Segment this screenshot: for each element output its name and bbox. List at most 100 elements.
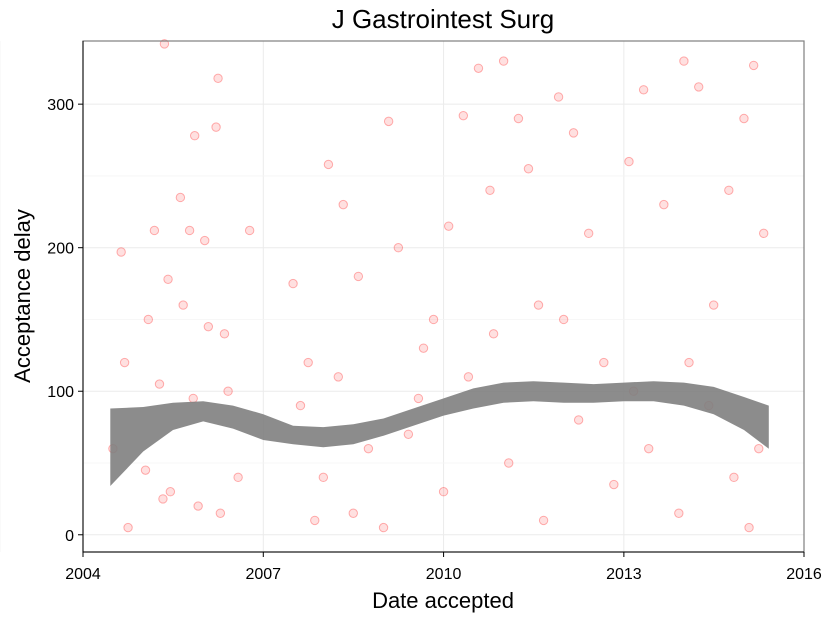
data-point — [413, 393, 424, 404]
data-point — [624, 156, 634, 167]
data-point — [353, 271, 364, 282]
plot-panel — [0, 39, 805, 553]
data-point — [644, 443, 654, 454]
data-point — [533, 300, 544, 310]
data-point — [318, 472, 329, 483]
data-point — [443, 221, 454, 231]
x-axis: 2004 2007 2010 2013 2016 — [65, 551, 822, 583]
data-point — [143, 314, 154, 325]
data-point — [568, 128, 579, 138]
data-point — [333, 372, 344, 382]
x-tick-label: 2013 — [606, 566, 642, 583]
data-point — [219, 329, 230, 339]
data-point — [158, 494, 168, 504]
data-point — [438, 487, 449, 497]
data-point — [163, 274, 173, 284]
data-point — [463, 372, 474, 382]
data-point — [303, 357, 313, 368]
data-point — [175, 192, 186, 203]
data-point — [659, 199, 669, 210]
data-point — [223, 386, 233, 396]
data-point — [694, 82, 704, 92]
y-tick-label: 200 — [47, 241, 74, 258]
data-point — [244, 225, 255, 236]
data-point — [200, 235, 210, 246]
data-point — [684, 357, 694, 368]
data-point — [609, 479, 619, 490]
data-point — [458, 110, 469, 121]
scatter-points — [108, 39, 769, 533]
data-point — [403, 429, 414, 439]
data-point — [393, 242, 404, 253]
data-point — [748, 60, 759, 71]
y-axis: 0 100 200 300 — [47, 41, 84, 552]
data-point — [744, 522, 754, 533]
data-point — [149, 225, 160, 236]
data-point — [119, 357, 130, 368]
data-point — [498, 56, 509, 66]
x-tick-label: 2016 — [786, 566, 822, 583]
data-point — [573, 415, 584, 425]
data-point — [288, 278, 298, 289]
data-point — [295, 400, 306, 411]
data-point — [724, 185, 734, 195]
data-point — [215, 508, 226, 518]
data-point — [188, 393, 198, 404]
data-point — [583, 228, 594, 239]
y-tick-label: 300 — [47, 97, 74, 114]
data-point — [523, 164, 534, 174]
data-point — [383, 116, 394, 127]
data-point — [488, 329, 499, 339]
data-point — [558, 314, 569, 325]
data-point — [140, 465, 151, 475]
data-point — [203, 321, 214, 332]
data-point — [363, 443, 374, 454]
data-point — [638, 85, 649, 95]
data-point — [674, 508, 684, 518]
data-point — [504, 458, 514, 468]
data-point — [184, 225, 195, 236]
x-tick-label: 2010 — [426, 566, 462, 583]
data-point — [599, 357, 609, 368]
data-point — [418, 343, 429, 353]
data-point — [193, 501, 203, 511]
data-point — [159, 39, 170, 49]
x-tick-label: 2004 — [65, 566, 101, 583]
data-point — [178, 300, 188, 310]
data-point — [211, 122, 221, 132]
data-point — [213, 73, 223, 84]
confidence-band — [110, 381, 769, 486]
data-point — [758, 228, 769, 239]
y-tick-label: 0 — [65, 528, 74, 545]
data-point — [310, 515, 320, 526]
data-point — [708, 300, 719, 310]
data-point — [154, 379, 165, 389]
data-point — [323, 159, 334, 170]
data-point — [348, 508, 358, 518]
data-point — [233, 472, 243, 483]
x-axis-title: Date accepted — [372, 588, 514, 613]
y-tick-label: 100 — [47, 384, 74, 401]
data-point — [553, 92, 564, 102]
data-point — [189, 131, 200, 141]
data-point — [739, 113, 749, 124]
data-point — [378, 522, 389, 533]
data-point — [473, 63, 484, 73]
data-point — [338, 199, 348, 210]
x-tick-label: 2007 — [245, 566, 281, 583]
data-point — [754, 443, 764, 454]
data-point — [165, 487, 176, 497]
data-point — [538, 515, 549, 526]
data-point — [485, 185, 495, 195]
data-point — [123, 522, 133, 533]
data-point — [428, 314, 439, 325]
grid — [0, 41, 805, 552]
y-axis-title: Acceptance delay — [10, 209, 35, 383]
data-point — [116, 247, 126, 257]
data-point — [513, 113, 524, 124]
data-point — [679, 56, 689, 66]
smooth-band — [110, 381, 769, 486]
data-point — [729, 472, 739, 483]
chart-title: J Gastrointest Surg — [332, 4, 555, 34]
